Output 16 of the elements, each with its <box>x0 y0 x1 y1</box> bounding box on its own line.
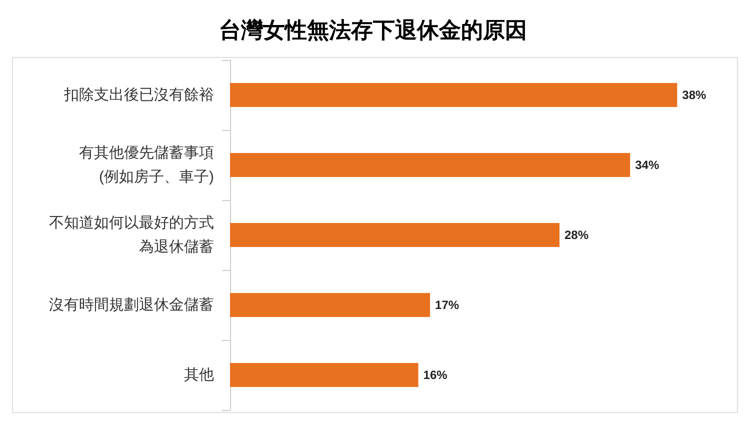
y-tick-label: 其他 <box>184 366 214 384</box>
bar <box>230 293 430 317</box>
data-label: 38% <box>682 88 707 102</box>
bar <box>230 153 630 177</box>
y-tick-label: 不知道如何以最好的方式為退休儲蓄 <box>49 214 214 256</box>
data-label: 34% <box>635 158 660 172</box>
data-label: 16% <box>423 368 448 382</box>
bar <box>230 83 678 107</box>
bar <box>230 363 418 387</box>
y-tick-label: 有其他優先儲蓄事項 (例如房子、車子) <box>79 144 214 186</box>
y-tick-label: 沒有時間規劃退休金儲蓄 <box>49 296 214 314</box>
data-label: 17% <box>435 298 460 312</box>
data-label: 28% <box>564 228 589 242</box>
y-tick-label: 扣除支出後已沒有餘裕 <box>63 86 214 104</box>
bar <box>230 223 560 247</box>
chart-title: 台灣女性無法存下退休金的原因 <box>219 18 527 42</box>
